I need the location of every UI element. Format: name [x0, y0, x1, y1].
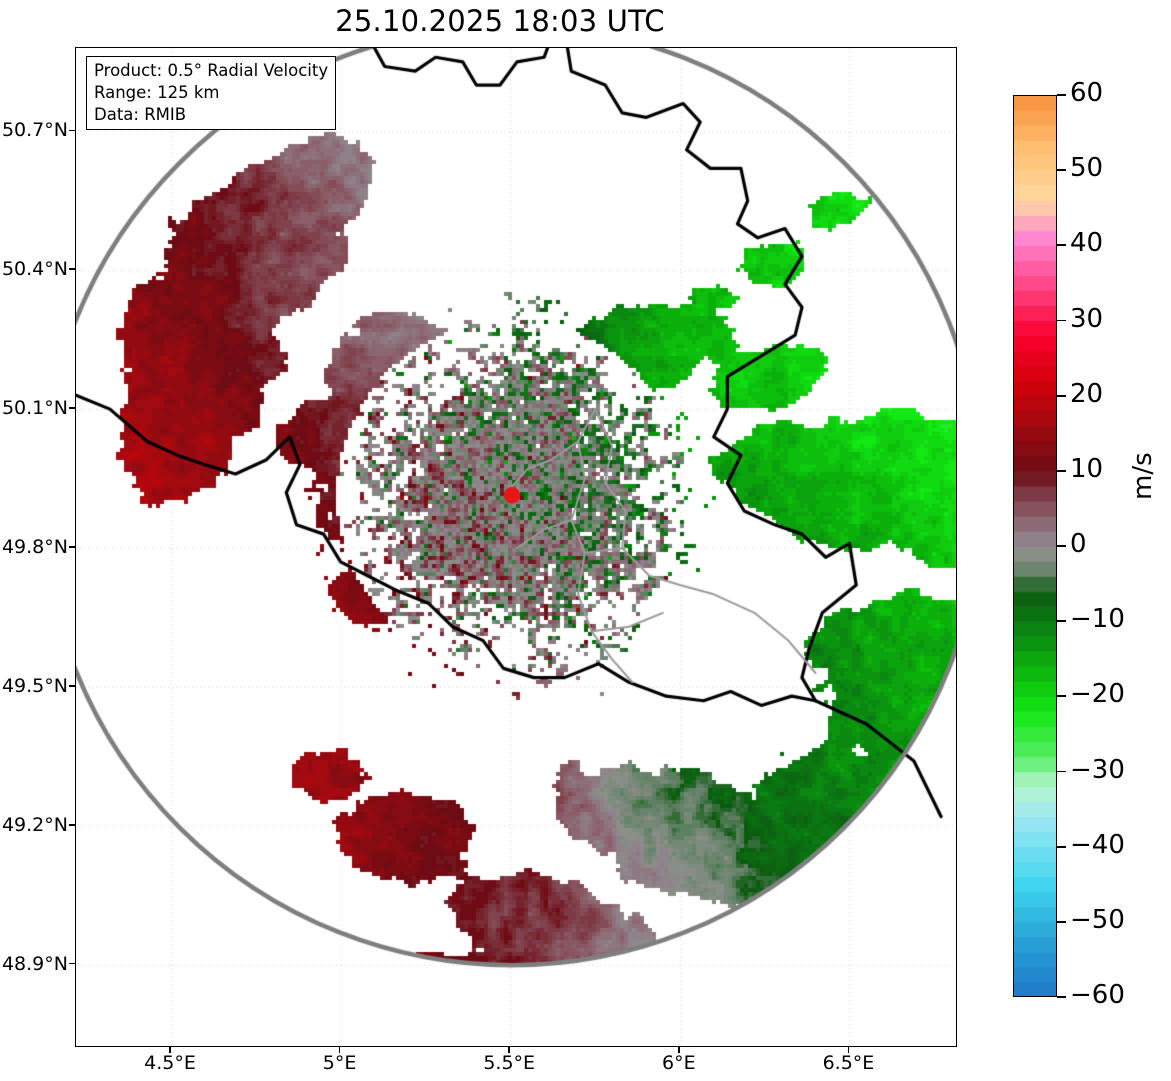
- x-tick-label: 6°E: [662, 1052, 696, 1074]
- colorbar-tick-mark: [1057, 620, 1066, 622]
- x-tick-mark: [338, 1047, 341, 1053]
- y-tick-label: 48.9°N: [1, 952, 68, 975]
- info-range: Range: 125 km: [94, 82, 220, 102]
- y-tick-label: 49.2°N: [1, 813, 68, 836]
- colorbar-tick-label: 50: [1070, 153, 1104, 184]
- colorbar-tick-mark: [1057, 319, 1066, 322]
- y-tick-mark: [69, 268, 75, 271]
- y-tick-label: 50.7°N: [1, 119, 68, 142]
- x-tick-label: 6.5°E: [822, 1052, 875, 1074]
- colorbar-tick-mark: [1057, 244, 1066, 247]
- x-tick-label: 5°E: [322, 1052, 357, 1074]
- colorbar-tick-label: 60: [1070, 78, 1104, 108]
- colorbar-tick-label: −20: [1070, 679, 1125, 710]
- y-tick-mark: [69, 129, 75, 132]
- colorbar-tick-label: 40: [1070, 228, 1104, 259]
- colorbar-tick-mark: [1057, 996, 1066, 998]
- y-tick-label: 50.1°N: [1, 397, 68, 420]
- x-tick-mark: [847, 1047, 850, 1053]
- colorbar-tick-label: 20: [1070, 378, 1104, 409]
- y-tick-label: 49.8°N: [1, 536, 68, 558]
- info-data: Data: RMIB: [94, 104, 187, 124]
- colorbar-tick-mark: [1057, 920, 1066, 923]
- x-tick-mark: [169, 1047, 171, 1053]
- colorbar-tick-label: −60: [1070, 980, 1125, 1010]
- colorbar-frame: [1013, 95, 1057, 997]
- y-tick-label: 49.5°N: [1, 674, 68, 697]
- info-product: Product: 0.5° Radial Velocity: [94, 61, 329, 80]
- colorbar-tick-mark: [1057, 94, 1066, 96]
- colorbar-tick-mark: [1057, 169, 1066, 171]
- radar-plot-area: Product: 0.5° Radial Velocity Range: 125…: [75, 47, 957, 1047]
- colorbar-tick-label: 30: [1070, 303, 1104, 334]
- y-tick-mark: [69, 823, 75, 826]
- y-tick-mark: [69, 962, 75, 965]
- colorbar-tick-label: 0: [1070, 529, 1087, 559]
- colorbar-gradient: [1013, 95, 1057, 997]
- colorbar-tick-mark: [1057, 845, 1066, 848]
- colorbar-tick-mark: [1057, 770, 1066, 773]
- radar-velocity-canvas: [76, 48, 956, 1046]
- colorbar-tick-label: 10: [1070, 453, 1104, 484]
- x-tick-label: 5.5°E: [483, 1052, 536, 1074]
- y-tick-label: 50.4°N: [1, 258, 68, 281]
- colorbar-tick-label: −40: [1070, 829, 1125, 860]
- y-tick-mark: [69, 407, 75, 409]
- colorbar-tick-label: −30: [1070, 754, 1125, 785]
- y-tick-mark: [69, 546, 75, 548]
- x-tick-label: 4.5°E: [144, 1052, 196, 1074]
- colorbar-tick-label: −50: [1070, 904, 1125, 935]
- colorbar-tick-mark: [1057, 394, 1066, 397]
- x-tick-mark: [678, 1047, 680, 1053]
- y-tick-mark: [69, 685, 75, 687]
- colorbar-tick-mark: [1057, 695, 1066, 698]
- colorbar-tick-label: −10: [1070, 604, 1125, 635]
- colorbar: [1013, 95, 1057, 997]
- colorbar-tick-mark: [1057, 545, 1066, 547]
- colorbar-tick-mark: [1057, 469, 1066, 472]
- page-title: 25.10.2025 18:03 UTC: [335, 4, 665, 38]
- x-tick-mark: [508, 1047, 510, 1053]
- product-info-box: Product: 0.5° Radial Velocity Range: 125…: [86, 56, 337, 131]
- colorbar-unit-label: m/s: [1128, 452, 1158, 500]
